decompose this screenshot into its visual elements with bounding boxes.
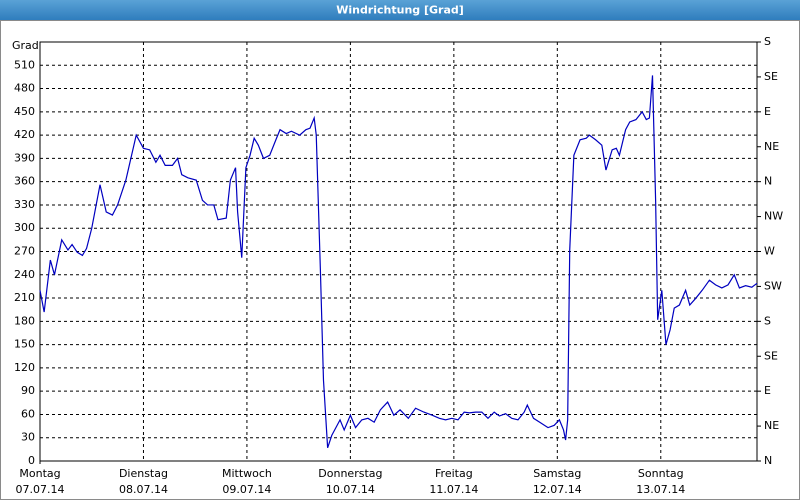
x-tick-label: Montag	[19, 467, 60, 480]
y-axis-label: Grad	[12, 39, 39, 52]
y-tick-label: 150	[14, 338, 35, 351]
y-tick-label: 480	[14, 82, 35, 95]
x-tick-date: 07.07.14	[16, 483, 65, 496]
y-tick-label: 0	[28, 454, 35, 467]
y-tick-label: 120	[14, 361, 35, 374]
y2-tick-label: SE	[764, 349, 778, 362]
y2-tick-label: S	[764, 314, 771, 327]
x-tick-label: Donnerstag	[318, 467, 382, 480]
plot-frame	[39, 41, 758, 462]
y2-tick-label: S	[764, 35, 771, 48]
y-tick-label: 420	[14, 128, 35, 141]
y2-tick-label: E	[764, 105, 771, 118]
y-tick-label: 60	[21, 407, 35, 420]
y2-tick-label: N	[764, 175, 772, 188]
x-tick-date: 12.07.14	[533, 483, 582, 496]
y2-tick-label: NW	[764, 210, 783, 223]
chart-title: Windrichtung [Grad]	[336, 4, 464, 17]
y-tick-label: 450	[14, 105, 35, 118]
x-tick-date: 08.07.14	[119, 483, 168, 496]
x-tick-date: 09.07.14	[222, 483, 271, 496]
x-tick-label: Sonntag	[638, 467, 684, 480]
y-tick-label: 270	[14, 245, 35, 258]
x-tick-label: Dienstag	[119, 467, 168, 480]
y-tick-label: 330	[14, 198, 35, 211]
y2-tick-label: E	[764, 384, 771, 397]
window-border	[0, 20, 800, 500]
x-tick-label: Samstag	[533, 467, 581, 480]
y2-tick-label: SW	[764, 279, 782, 292]
y-tick-label: 360	[14, 175, 35, 188]
x-tick-date: 10.07.14	[326, 483, 375, 496]
y-tick-label: 390	[14, 151, 35, 164]
x-tick-label: Mittwoch	[222, 467, 272, 480]
data-line	[39, 75, 758, 448]
y2-tick-label: SE	[764, 70, 778, 83]
y-tick-label: 210	[14, 291, 35, 304]
y-tick-label: 510	[14, 58, 35, 71]
y-tick-label: 300	[14, 221, 35, 234]
y2-tick-label: W	[764, 245, 775, 258]
x-tick-label: Freitag	[435, 467, 473, 480]
y-tick-label: 180	[14, 314, 35, 327]
x-tick-date: 11.07.14	[429, 483, 478, 496]
x-tick-date: 13.07.14	[636, 483, 685, 496]
y2-tick-label: NE	[764, 419, 779, 432]
y-tick-label: 90	[21, 384, 35, 397]
y-tick-label: 240	[14, 268, 35, 281]
title-bar	[0, 0, 800, 20]
y2-tick-label: N	[764, 454, 772, 467]
y2-tick-label: NE	[764, 140, 779, 153]
y-tick-label: 30	[21, 431, 35, 444]
